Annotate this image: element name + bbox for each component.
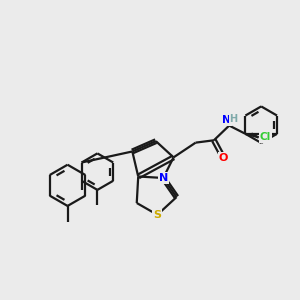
Text: H: H <box>230 114 238 124</box>
Text: Cl: Cl <box>260 132 271 142</box>
Text: N: N <box>223 115 231 125</box>
Text: N: N <box>159 173 168 183</box>
Text: O: O <box>219 153 228 163</box>
Text: S: S <box>153 210 161 220</box>
